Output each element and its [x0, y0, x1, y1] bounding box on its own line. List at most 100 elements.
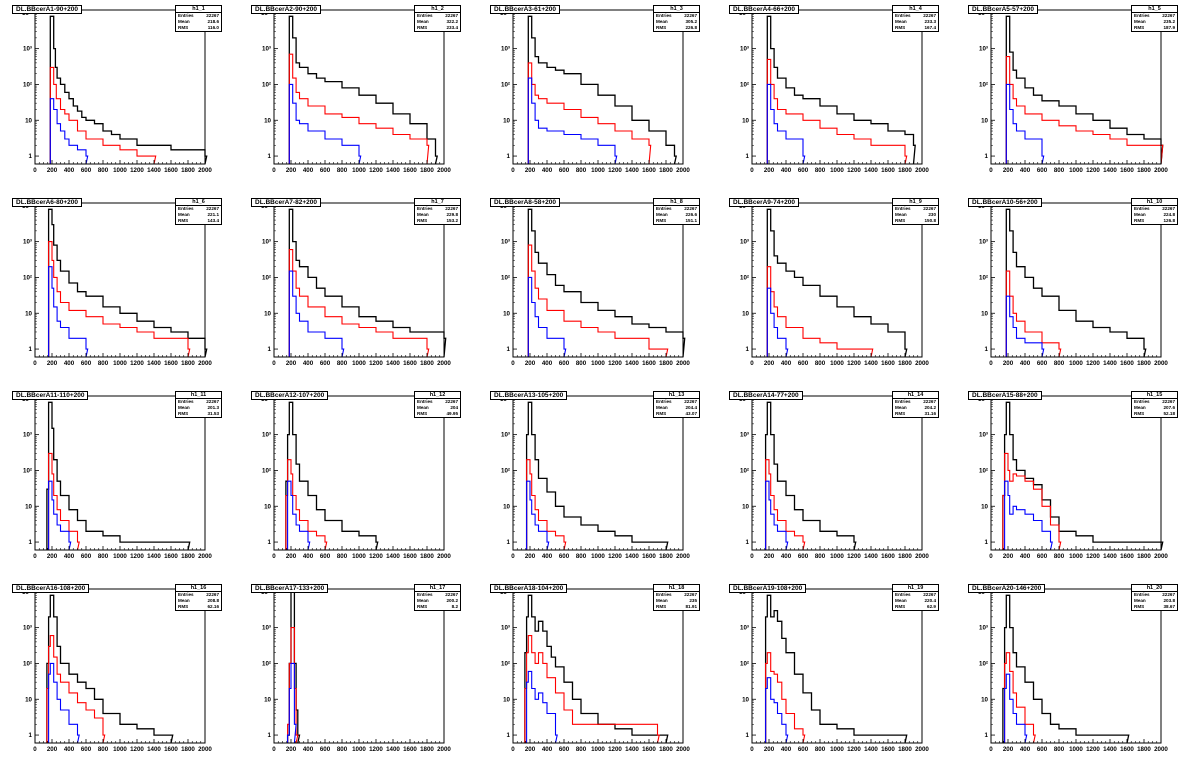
stats-label: Mean	[1134, 405, 1146, 410]
histogram-series	[766, 58, 908, 165]
y-tick-label: 10²	[23, 274, 32, 281]
stats-box: h1_4 Entries 22267 Mean 233.3 RMS 167.4	[892, 5, 939, 32]
y-tick-label: 10³	[262, 239, 271, 246]
x-tick-label: 1200	[608, 167, 622, 174]
stats-label: RMS	[895, 218, 906, 223]
x-tick-label: 800	[576, 746, 587, 753]
stats-label: Mean	[656, 598, 668, 603]
x-tick-label: 800	[576, 360, 587, 367]
x-tick-label: 1200	[130, 553, 144, 560]
stats-name: h1_6	[176, 199, 221, 206]
stats-row: Entries 22267	[176, 13, 221, 19]
x-tick-label: 800	[815, 746, 826, 753]
histogram-svg: 0 200 400 600 800 1000 1200 1400 1600 1800 2000 1 10…	[978, 395, 1168, 560]
y-tick-label: 1	[985, 732, 989, 739]
stats-name: h1_20	[1132, 585, 1177, 592]
x-tick-label: 200	[286, 553, 297, 560]
x-tick-label: 1000	[591, 746, 605, 753]
x-tick-label: 1200	[608, 746, 622, 753]
stats-box: h1_10 Entries 22267 Mean 224.8 RMS 126.8	[1131, 198, 1178, 225]
stats-value: 233.4	[446, 25, 459, 30]
y-tick-label: 10³	[740, 239, 749, 246]
stats-value: 22267	[923, 206, 936, 211]
y-tick-label: 1	[29, 346, 33, 353]
y-tick-label: 10³	[979, 46, 988, 53]
x-tick-label: 1400	[625, 360, 639, 367]
stats-name: h1_5	[1132, 6, 1177, 13]
x-tick-label: 600	[320, 746, 331, 753]
y-tick-label: 10³	[740, 625, 749, 632]
x-tick-label: 0	[33, 167, 37, 174]
x-tick-label: 800	[1054, 167, 1065, 174]
y-tick-label: 10	[264, 117, 271, 124]
stats-value: 22267	[445, 592, 458, 597]
histogram-series	[765, 480, 789, 551]
stats-row: Entries 22267	[654, 206, 699, 212]
stats-name: h1_18	[654, 585, 699, 592]
histogram-title: DL.BBcerA3-61+200	[490, 5, 560, 14]
x-tick-label: 1200	[369, 167, 383, 174]
x-tick-label: 0	[989, 746, 993, 753]
x-tick-label: 1600	[403, 360, 417, 367]
x-tick-label: 800	[576, 553, 587, 560]
x-tick-label: 2000	[437, 746, 451, 753]
histogram-series	[288, 83, 362, 165]
x-tick-label: 400	[303, 553, 314, 560]
stats-box: h1_6 Entries 22267 Mean 221.1 RMS 143.4	[175, 198, 222, 225]
stats-row: RMS 153.2	[415, 218, 460, 224]
histogram-svg: 0 200 400 600 800 1000 1200 1400 1600 1800 2000 1 10…	[739, 202, 929, 367]
x-tick-label: 1800	[659, 553, 673, 560]
plot-frame	[751, 9, 923, 165]
x-tick-label: 2000	[676, 360, 690, 367]
stats-value: 22267	[206, 399, 219, 404]
histogram-pad: 0 200 400 600 800 1000 1200 1400 1600 1800 2000 1 10…	[717, 0, 956, 193]
stats-name: h1_14	[893, 392, 938, 399]
y-tick-label: 10³	[262, 432, 271, 439]
stats-name: h1_8	[654, 199, 699, 206]
stats-value: 22267	[206, 206, 219, 211]
x-tick-label: 200	[47, 746, 58, 753]
histogram-series	[766, 15, 916, 165]
stats-name: h1_17	[415, 585, 460, 592]
x-tick-label: 1200	[1086, 167, 1100, 174]
stats-name: h1_7	[415, 199, 460, 206]
stats-row: Entries 22267	[654, 13, 699, 19]
x-tick-label: 800	[337, 553, 348, 560]
x-tick-label: 1600	[164, 360, 178, 367]
stats-row: RMS 62.9	[893, 604, 938, 610]
stats-name: h1_12	[415, 392, 460, 399]
y-tick-label: 10³	[979, 239, 988, 246]
histogram-series	[48, 266, 89, 358]
stats-value: 187.9	[1163, 25, 1176, 30]
stats-row: Mean 207.6	[1132, 405, 1177, 411]
stats-label: Entries	[656, 206, 672, 211]
stats-value: 22267	[206, 592, 219, 597]
x-tick-label: 400	[64, 553, 75, 560]
y-tick-label: 10²	[23, 81, 32, 88]
stats-box: h1_11 Entries 22267 Mean 201.3 RMS 31.53	[175, 391, 222, 418]
stats-label: Mean	[1134, 212, 1146, 217]
x-tick-label: 1000	[1069, 746, 1083, 753]
stats-label: Entries	[895, 206, 911, 211]
x-tick-label: 1000	[113, 553, 127, 560]
y-tick-label: 10³	[262, 46, 271, 53]
y-tick-label: 10	[981, 117, 988, 124]
x-tick-label: 600	[81, 167, 92, 174]
stats-row: Mean 229.8	[415, 212, 460, 218]
x-tick-label: 2000	[1154, 167, 1168, 174]
y-tick-label: 10²	[740, 81, 749, 88]
stats-label: RMS	[417, 218, 428, 223]
stats-label: Entries	[1134, 399, 1150, 404]
x-tick-label: 0	[511, 360, 515, 367]
x-tick-label: 1400	[386, 167, 400, 174]
stats-label: RMS	[178, 604, 189, 609]
stats-row: Mean 224.8	[1132, 212, 1177, 218]
histogram-title: DL.BBcerA7-82+200	[251, 198, 321, 207]
x-tick-label: 0	[33, 553, 37, 560]
stats-value: 235	[689, 598, 697, 603]
x-tick-label: 1200	[130, 360, 144, 367]
x-tick-label: 400	[1020, 746, 1031, 753]
y-tick-label: 1	[268, 732, 272, 739]
stats-label: RMS	[1134, 411, 1145, 416]
stats-row: RMS 31.53	[176, 411, 221, 417]
